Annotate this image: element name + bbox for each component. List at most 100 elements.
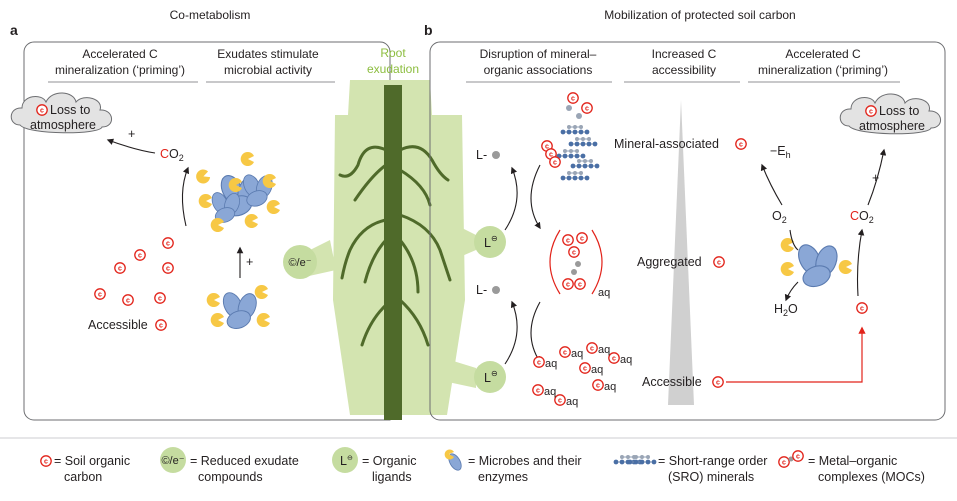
panel-b-cloud-line1: Loss to bbox=[879, 104, 919, 118]
panel-b-moc-bracket-right bbox=[591, 229, 603, 295]
panel-a-plus-bottom: + bbox=[246, 255, 253, 269]
panel-b-aq-6: aq bbox=[544, 386, 556, 398]
panel-b-col2-line1: Increased C bbox=[652, 47, 717, 61]
panel-a-co2-to-cloud-arrow bbox=[106, 138, 156, 154]
panel-b-carbon-to-co2-arrow bbox=[856, 228, 865, 297]
panel-b-cloud-line2: atmosphere bbox=[859, 119, 925, 133]
legend-ligand-line1: = Organic bbox=[362, 454, 417, 468]
panel-b-aq-1: aq bbox=[545, 358, 557, 370]
root-ligand-spur-bottom bbox=[448, 360, 476, 388]
panel-b-col3-line1: Accelerated C bbox=[785, 47, 861, 61]
panel-b-bound-ligand-bottom: L- bbox=[476, 283, 487, 297]
panel-b-moc-release-arrow bbox=[530, 301, 541, 364]
panel-b-atmosphere-cloud: Loss to atmosphere bbox=[839, 93, 942, 135]
legend-microbe-line2: enzymes bbox=[478, 470, 528, 484]
microbe-enzyme-icon bbox=[444, 449, 462, 471]
legend-moc-line2: complexes (MOCs) bbox=[818, 470, 925, 484]
panel-b-frame bbox=[429, 41, 946, 421]
panel-b-aq-7: aq bbox=[604, 381, 616, 393]
panel-a-plus-top: + bbox=[128, 127, 135, 141]
panel-b-mineral-release-arrow bbox=[530, 164, 541, 230]
reduced-exudate-icon bbox=[160, 447, 186, 473]
panel-a-atmosphere-cloud: Loss to atmosphere bbox=[10, 92, 113, 134]
legend-exudate-line1: = Reduced exudate bbox=[190, 454, 299, 468]
legend-exudate-symbol: ©/e⁻ bbox=[161, 455, 184, 467]
panel-b-ligand-bottom bbox=[474, 361, 506, 393]
panel-b-aq-3: aq bbox=[598, 344, 610, 356]
panel-b-mineral-associated-icon bbox=[735, 138, 747, 150]
panel-a-soil-carbon-cluster bbox=[94, 237, 174, 306]
panel-b-ligand-top-label: L⊖ bbox=[484, 234, 498, 250]
panel-a-col1-line1: Accelerated C bbox=[82, 47, 158, 61]
panel-b-col1-line1: Disruption of mineral– bbox=[480, 47, 597, 61]
panel-b-o2-label: O2 bbox=[772, 209, 787, 225]
legend-exudate-line2: compounds bbox=[198, 470, 263, 484]
legend-soil-carbon-line1: = Soil organic bbox=[54, 454, 130, 468]
panel-b-bound-ligand-bottom-dot bbox=[492, 286, 500, 294]
legend-sro-line1: = Short-range order bbox=[658, 454, 767, 468]
sro-mineral-icon bbox=[613, 454, 657, 465]
panel-b-title: Mobilization of protected soil carbon bbox=[604, 8, 795, 22]
panel-b-ligand-bind-arrow-bottom bbox=[504, 300, 518, 365]
panel-a-co2-label: CO2 bbox=[160, 147, 184, 163]
panel-a-col2-line2: microbial activity bbox=[224, 63, 312, 77]
legend: = Soil organic carbon ©/e⁻ = Reduced exu… bbox=[40, 447, 925, 484]
panel-b-co2-label: CO2 bbox=[850, 209, 874, 225]
panel-a-carbon-to-co2-arrow bbox=[181, 166, 190, 227]
panel-b-mineral-associated-label: Mineral-associated bbox=[614, 137, 719, 151]
panel-b-microbe-cluster bbox=[780, 238, 852, 291]
moc-icon bbox=[778, 450, 804, 468]
panel-b-aq-2: aq bbox=[571, 348, 583, 360]
panel-a-accessible-carbon-icon bbox=[155, 319, 167, 331]
panel-b-ligand-bind-arrow-top bbox=[504, 166, 518, 231]
panel-b-accessible-flow-arrow bbox=[726, 326, 866, 383]
panel-b-letter: b bbox=[424, 22, 433, 38]
panel-a-title: Co-metabolism bbox=[170, 8, 251, 22]
root-stem bbox=[384, 85, 402, 420]
panel-a-inactive-microbe-cluster bbox=[206, 285, 270, 333]
legend-moc-line1: = Metal–organic bbox=[808, 454, 897, 468]
panel-b-substrate-carbon-icon bbox=[856, 302, 868, 314]
panel-b-bound-ligand-top: L- bbox=[476, 148, 487, 162]
root-ligand-spur-top bbox=[462, 228, 476, 256]
panel-b-moc-aq-label: aq bbox=[598, 287, 610, 299]
panel-b-col2-line2: accessibility bbox=[652, 63, 716, 77]
legend-sro-line2: (SRO) minerals bbox=[668, 470, 754, 484]
panel-a-cloud-line1: Loss to bbox=[50, 103, 90, 117]
panel-b-ligand-bottom-label: L⊖ bbox=[484, 369, 498, 385]
panel-a-letter: a bbox=[10, 22, 18, 38]
panel-b-ligand-top bbox=[474, 226, 506, 258]
panel-b-sro-mineral-complex bbox=[541, 92, 600, 181]
panel-b-accessible-label: Accessible bbox=[642, 375, 702, 389]
panel-a-frame bbox=[23, 41, 391, 421]
panel-a-col1-line2: mineralization (‘priming’) bbox=[55, 63, 185, 77]
panel-b-aq-4: aq bbox=[620, 354, 632, 366]
root-label-line1: Root bbox=[380, 46, 406, 60]
panel-a-active-microbe-cluster bbox=[194, 152, 280, 232]
panel-b-eh-label: −Eh bbox=[770, 144, 791, 160]
root-exudate-symbol: ©/e⁻ bbox=[288, 257, 311, 269]
panel-b-aggregated-icon bbox=[713, 256, 725, 268]
legend-ligand-symbol: L⊖ bbox=[340, 454, 353, 468]
panel-a-col2-line1: Exudates stimulate bbox=[217, 47, 319, 61]
panel-b-col1-line2: organic associations bbox=[484, 63, 593, 77]
panel-b-plus: + bbox=[872, 171, 879, 185]
legend-ligand-line2: ligands bbox=[372, 470, 412, 484]
panel-b-col3-line2: mineralization (‘priming’) bbox=[758, 63, 888, 77]
panel-a-accessible-label: Accessible bbox=[88, 318, 148, 332]
panel-b-co2-to-cloud-arrow bbox=[867, 148, 887, 206]
root-label-line2: exudation bbox=[367, 62, 419, 76]
panel-b-moc-bracket-left bbox=[549, 229, 561, 295]
legend-microbe-line1: = Microbes and their bbox=[468, 454, 582, 468]
panel-b-aq-5: aq bbox=[591, 364, 603, 376]
panel-b-bound-ligand-top-dot bbox=[492, 151, 500, 159]
organic-ligand-icon bbox=[332, 447, 358, 473]
root-hairs bbox=[338, 145, 452, 347]
panel-b-aggregated-label: Aggregated bbox=[637, 255, 702, 269]
panel-b-moc-complex bbox=[562, 232, 588, 290]
panel-b-oxygen-to-mineral-arrow bbox=[760, 163, 783, 206]
panel-b-water-arrow bbox=[784, 281, 799, 302]
root-exudate-bubble bbox=[283, 245, 317, 279]
panel-b-h2o-label: H2O bbox=[774, 302, 798, 318]
